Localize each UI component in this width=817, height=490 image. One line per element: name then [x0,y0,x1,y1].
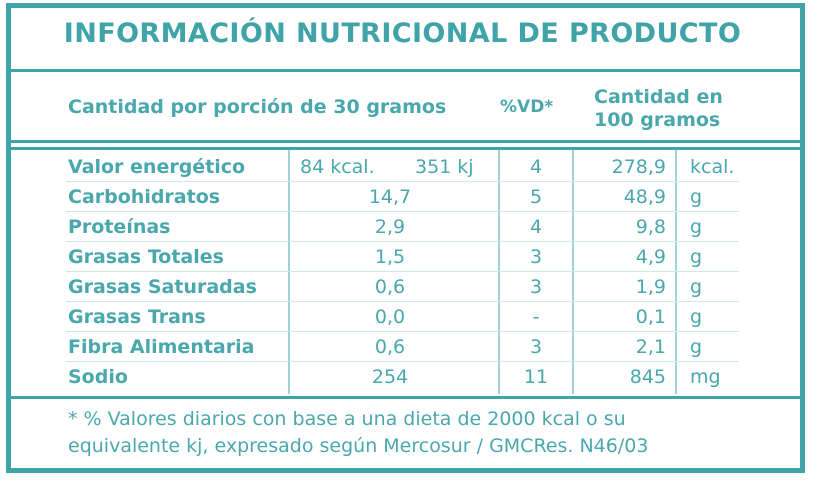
per100-value: 0,1 [635,306,666,328]
column-divider [498,150,500,394]
portion-value: 0,6 [374,336,406,358]
divider [8,147,802,150]
nutrient-label: Sodio [68,366,128,388]
per100-value: 2,1 [635,336,666,358]
vd-value: 3 [529,246,543,268]
column-divider [288,150,290,394]
footnote-line: * % Valores diarios con base a una dieta… [68,408,626,430]
vd-value: 11 [523,366,549,388]
column-divider [572,150,574,394]
portion-kcal: 84 kcal. [300,156,375,178]
per100-value: 278,9 [611,156,666,178]
table-row: Fibra Alimentaria 0,6 3 2,1 g [0,332,805,362]
table-row: Sodio 254 11 845 mg [0,362,805,392]
header-per100-line1: Cantidad en [594,86,723,108]
unit: mg [690,366,721,388]
portion-value: 1,5 [374,246,406,268]
nutrient-label: Grasas Totales [68,246,224,268]
table-row: Grasas Totales 1,5 3 4,9 g [0,242,805,272]
portion-value: 2,9 [374,216,406,238]
unit: g [690,216,703,238]
divider [8,69,802,72]
vd-value: 4 [529,156,543,178]
footnote: * % Valores diarios con base a una dieta… [68,406,788,460]
footnote-line: equivalente kj, expresado según Mercosur… [68,435,649,457]
table-row: Grasas Trans 0,0 - 0,1 g [0,302,805,332]
portion-value: 14,7 [368,186,412,208]
unit: g [690,186,703,208]
portion-kj: 351 kj [415,156,474,178]
per100-value: 1,9 [635,276,666,298]
header-vd: %VD* [500,97,554,117]
vd-value: 5 [529,186,543,208]
table-row: Grasas Saturadas 0,6 3 1,9 g [0,272,805,302]
unit: g [690,276,703,298]
per100-value: 9,8 [635,216,666,238]
per100-value: 48,9 [623,186,666,208]
page-title: INFORMACIÓN NUTRICIONAL DE PRODUCTO [63,18,742,49]
vd-value: - [532,306,540,328]
vd-value: 3 [529,276,543,298]
nutrient-label: Grasas Saturadas [68,276,257,298]
per100-value: 4,9 [635,246,666,268]
unit: kcal. [690,156,735,178]
divider [8,140,802,143]
header-portion: Cantidad por porción de 30 gramos [68,96,447,118]
nutrient-label: Grasas Trans [68,306,206,328]
nutrient-label: Fibra Alimentaria [68,336,255,358]
vd-value: 3 [529,336,543,358]
table-row: Proteínas 2,9 4 9,8 g [0,212,805,242]
label-frame [6,3,805,473]
table-row: Carbohidratos 14,7 5 48,9 g [0,182,805,212]
nutrient-label: Carbohidratos [68,186,221,208]
portion-value: 0,6 [374,276,406,298]
portion-value: 254 [371,366,409,388]
nutrient-label: Proteínas [68,216,171,238]
portion-value: 0,0 [374,306,406,328]
nutrient-label: Valor energético [68,156,246,178]
unit: g [690,306,703,328]
table-row: Valor energético 84 kcal. 351 kj 4 278,9… [0,152,805,182]
unit: g [690,336,703,358]
column-divider [675,150,677,394]
per100-value: 845 [629,366,666,388]
divider [8,396,802,399]
header-per100-line2: 100 gramos [594,109,721,131]
unit: g [690,246,703,268]
vd-value: 4 [529,216,543,238]
